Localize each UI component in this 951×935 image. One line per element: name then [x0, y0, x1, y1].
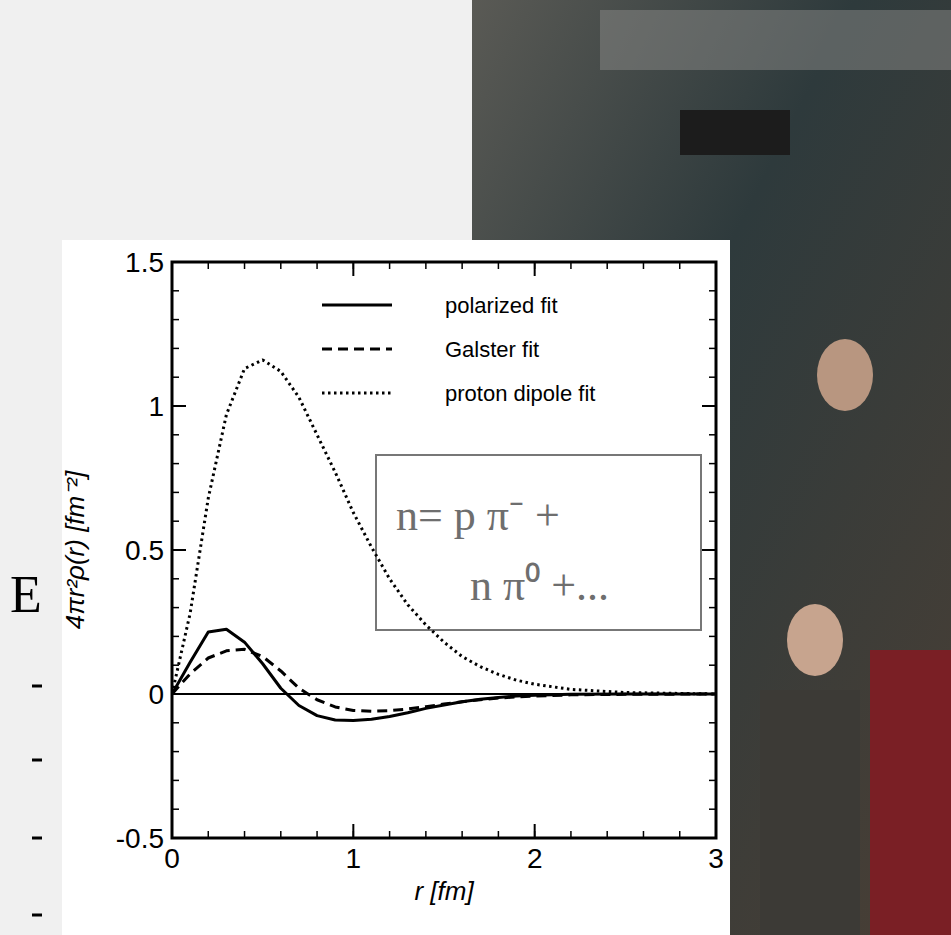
y-tick — [172, 549, 186, 551]
axes: -0.500.511.50123r [fm]4πr²ρ(r) [fm⁻²] — [60, 247, 724, 906]
slide-bullet — [32, 837, 42, 840]
photo-detail — [787, 604, 843, 676]
x-tick — [534, 824, 536, 838]
x-tick — [352, 824, 354, 838]
y-tick-label: 0 — [148, 679, 164, 710]
y-tick-label: 0.5 — [125, 535, 164, 566]
legend-swatch — [322, 348, 392, 351]
series-line — [172, 649, 716, 711]
x-tick-label: 3 — [708, 843, 724, 874]
y-axis-title: 4πr²ρ(r) [fm⁻²] — [60, 470, 90, 629]
annotation-frame — [376, 455, 701, 630]
chart-panel — [62, 240, 730, 935]
slide-bullet — [32, 914, 42, 917]
chart-root: E-0.500.511.50123r [fm]4πr²ρ(r) [fm⁻²]n=… — [0, 0, 951, 935]
photo-detail — [600, 10, 951, 70]
photo-detail — [870, 650, 951, 935]
legend-swatch — [322, 304, 392, 307]
annotation-box: n= p π⁻ + n π⁰ +... — [376, 455, 701, 630]
slide-bullet — [32, 685, 42, 688]
photo-detail — [817, 339, 873, 411]
y-tick — [702, 405, 716, 407]
plot-frame — [172, 262, 716, 838]
photo-detail — [760, 690, 860, 935]
x-tick-label: 1 — [346, 843, 362, 874]
series-group — [172, 360, 716, 721]
annotation: n π⁰ +... — [470, 561, 609, 610]
series-line — [172, 360, 716, 694]
slide-bullet — [32, 759, 42, 762]
photo-detail — [680, 110, 790, 155]
legend: polarized fit Galster fit proton dipole fi… — [322, 293, 595, 406]
series-line — [172, 629, 716, 720]
slide-background — [0, 0, 951, 935]
x-axis-title: r [fm] — [414, 876, 474, 906]
x-tick-label: 2 — [527, 843, 543, 874]
y-tick — [172, 405, 186, 407]
y-tick-label: 1 — [148, 391, 164, 422]
legend-swatch — [322, 392, 392, 395]
y-tick — [702, 549, 716, 551]
legend-label: Galster fit — [445, 337, 539, 362]
y-tick-label: 1.5 — [125, 247, 164, 278]
x-tick — [534, 262, 536, 276]
x-tick-label: 0 — [164, 843, 180, 874]
legend-label: proton dipole fit — [445, 381, 595, 406]
legend-label: polarized fit — [445, 293, 558, 318]
annotation: n= p π⁻ + — [396, 491, 560, 540]
slide-text: E — [10, 566, 42, 623]
x-tick — [352, 262, 354, 276]
y-tick-label: -0.5 — [116, 823, 164, 854]
